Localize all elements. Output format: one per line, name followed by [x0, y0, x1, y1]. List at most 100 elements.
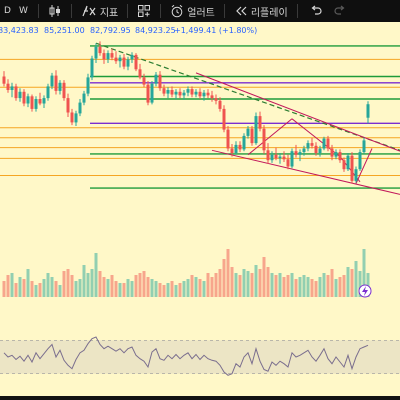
volume-bar	[246, 271, 250, 297]
volume-bar	[354, 261, 358, 297]
volume-bar	[186, 279, 190, 297]
candle-body	[114, 57, 118, 62]
candle-body	[310, 143, 314, 146]
candle-body	[202, 92, 206, 97]
dashed-trendline	[95, 42, 400, 151]
volume-bar	[38, 283, 42, 297]
volume-bar	[298, 277, 302, 297]
candles-layer	[2, 41, 370, 184]
volume-bar	[14, 283, 18, 297]
volume-bar	[158, 283, 162, 297]
ohlc-change: +1,499.41 (+1.80%)	[174, 26, 257, 35]
candle-body	[6, 83, 10, 90]
candle-body	[110, 53, 114, 58]
volume-bar	[226, 249, 230, 297]
lower-trendline	[211, 149, 400, 195]
wedge-line	[355, 148, 373, 184]
wedge-line	[247, 118, 293, 156]
volume-bar	[330, 269, 334, 297]
function-icon	[81, 4, 97, 18]
volume-bar	[266, 267, 270, 297]
candlestick-icon	[48, 4, 62, 18]
volume-bar	[174, 285, 178, 297]
volume-bar	[98, 271, 102, 297]
candle-body	[50, 75, 54, 87]
volume-bar	[202, 281, 206, 297]
volume-bar	[262, 257, 266, 297]
candle-body	[314, 145, 318, 153]
toolbar-divider	[160, 4, 162, 18]
candle-body	[302, 148, 306, 153]
volume-bar	[222, 259, 226, 297]
candle-body	[90, 58, 94, 78]
candle-body	[174, 91, 178, 95]
volume-bar	[90, 269, 94, 297]
volume-bar	[294, 279, 298, 297]
interval-d-button[interactable]: D	[0, 0, 15, 22]
candle-body	[142, 77, 146, 85]
volume-bar	[254, 265, 258, 297]
volume-bar	[234, 273, 238, 297]
volume-bar	[258, 269, 262, 297]
volume-bar	[134, 275, 138, 297]
layout-button[interactable]	[134, 0, 154, 22]
candle-body	[282, 156, 286, 160]
rsi-layer	[0, 336, 400, 376]
candle-body	[78, 102, 82, 114]
volume-bar	[238, 275, 242, 297]
volume-bar	[78, 279, 82, 297]
candle-body	[122, 57, 126, 67]
alert-button[interactable]: 얼러트	[167, 0, 218, 22]
chart-area[interactable]: 83,423.83 85,251.00 82,792.95 84,923.25 …	[0, 22, 400, 396]
replay-button[interactable]: 리플레이	[231, 0, 291, 22]
toolbar-divider	[127, 4, 129, 18]
candle-body	[242, 135, 246, 150]
price-chart-svg[interactable]: 83,423.83 85,251.00 82,792.95 84,923.25 …	[0, 22, 400, 396]
candle-body	[258, 116, 262, 129]
volume-bar	[142, 271, 146, 297]
candle-body	[46, 86, 50, 99]
candle-body	[298, 152, 302, 155]
volume-bar	[318, 277, 322, 297]
candle-body	[70, 112, 74, 123]
volume-bar	[274, 275, 278, 297]
volume-bar	[26, 269, 30, 297]
volume-bar	[346, 267, 350, 297]
volume-bar	[94, 253, 98, 297]
volume-bar	[102, 277, 106, 297]
volume-bar	[30, 281, 34, 297]
volume-bar	[146, 277, 150, 297]
volume-bar	[62, 271, 66, 297]
candle-body	[290, 151, 294, 167]
volume-bar	[338, 277, 342, 297]
candle-body	[210, 95, 214, 99]
toolbar-divider	[296, 4, 298, 18]
candle-body	[170, 90, 174, 95]
candle-body	[226, 129, 230, 149]
volume-bar	[82, 265, 86, 297]
volume-bar	[126, 279, 130, 297]
candle-body	[30, 96, 34, 109]
candle-body	[42, 98, 46, 104]
volume-bar	[10, 273, 14, 297]
indicators-button[interactable]: 지표	[78, 0, 121, 22]
volume-bar	[282, 277, 286, 297]
candle-body	[166, 90, 170, 94]
candle-body	[206, 92, 210, 96]
undo-button[interactable]	[304, 0, 328, 22]
alert-label: 얼러트	[187, 7, 215, 19]
redo-button[interactable]	[328, 0, 352, 22]
candle-body	[150, 83, 154, 103]
bottom-bar	[0, 396, 400, 400]
interval-w-button[interactable]: W	[15, 0, 32, 22]
chart-type-button[interactable]	[45, 0, 65, 22]
volume-bar	[326, 275, 330, 297]
chart-background	[0, 22, 400, 396]
candle-body	[2, 76, 6, 84]
indicator-badge[interactable]	[358, 284, 372, 298]
rewind-icon	[234, 4, 248, 18]
candle-body	[94, 46, 98, 59]
candle-body	[346, 155, 350, 170]
volume-bar	[278, 273, 282, 297]
volume-bar	[54, 281, 58, 297]
